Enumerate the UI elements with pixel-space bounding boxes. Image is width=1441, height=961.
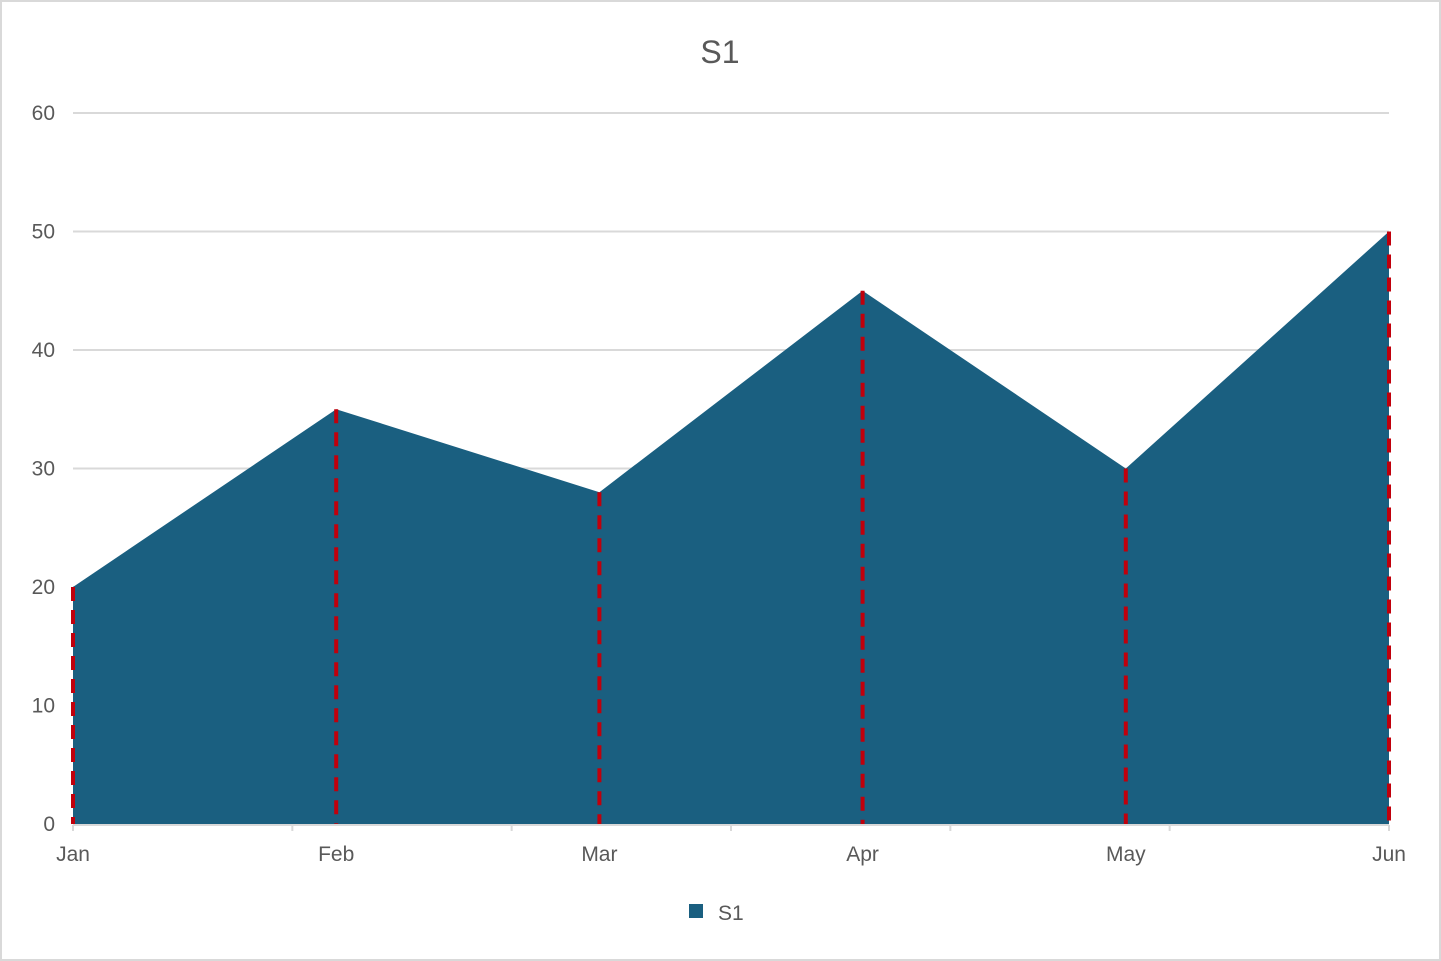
y-tick-label: 60 xyxy=(32,102,55,125)
y-tick-label: 20 xyxy=(32,576,55,599)
legend-label: S1 xyxy=(718,902,744,925)
drop-lines xyxy=(71,231,1391,824)
y-tick-label: 40 xyxy=(32,339,55,362)
legend-swatch xyxy=(689,904,703,918)
legend: S1 xyxy=(689,902,744,925)
x-tick-label: Feb xyxy=(318,843,354,866)
x-tick-label: Apr xyxy=(846,843,879,866)
area-series xyxy=(73,231,1389,824)
y-tick-label: 10 xyxy=(32,695,55,718)
chart-title: S1 xyxy=(700,34,739,70)
y-tick-label: 30 xyxy=(32,458,55,481)
x-tick-label: Jan xyxy=(56,843,90,866)
x-tick-label: Jun xyxy=(1372,843,1406,866)
y-axis-tick-labels: 0 10 20 30 40 50 60 xyxy=(32,102,55,836)
y-tick-label: 0 xyxy=(43,813,55,836)
y-tick-label: 50 xyxy=(32,221,55,244)
x-axis-tick-labels: Jan Feb Mar Apr May Jun xyxy=(56,843,1406,866)
axes xyxy=(72,824,1390,831)
area-fill xyxy=(73,231,1389,824)
x-tick-label: May xyxy=(1106,843,1146,866)
x-tick-label: Mar xyxy=(581,843,617,866)
